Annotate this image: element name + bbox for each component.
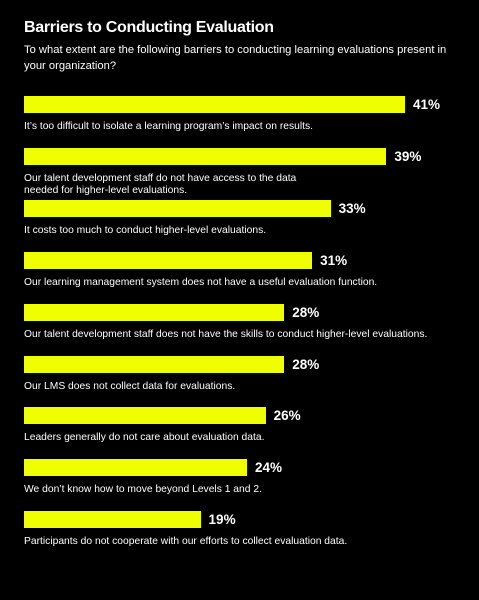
bar-row: 28% Our talent development staff does not… <box>0 303 479 350</box>
bar <box>24 511 201 529</box>
category-label: Leaders generally do not care about eval… <box>24 432 265 444</box>
bar-row: 39% Our talent development staff do not h… <box>0 147 479 196</box>
bar-value-label: 41% <box>413 97 441 112</box>
bar-value-label: 24% <box>255 460 283 476</box>
category-label: Participants do not cooperate with our e… <box>24 536 348 548</box>
bar <box>24 459 248 477</box>
bar-row: 26% Leaders generally do not care about e… <box>0 407 479 453</box>
category-label: It’s too difficult to isolate a learning… <box>24 121 314 132</box>
bar-row: 41% It’s too difficult to isolate a learn… <box>0 96 479 142</box>
category-label: Our talent development staff does not ha… <box>24 328 428 340</box>
bar-row: 28% Our LMS does not collect data for eva… <box>0 355 479 402</box>
bar-row: 24% We don’t know how to move beyond Leve… <box>0 459 479 505</box>
bar <box>24 199 331 217</box>
bar <box>24 303 285 321</box>
category-label: Our learning management system does not … <box>24 276 378 288</box>
category-label: Our LMS does not collect data for evalua… <box>24 380 236 392</box>
category-label: Our talent development staff do not have… <box>24 172 297 197</box>
bar-value-label: 28% <box>292 356 320 372</box>
bar-value-label: 33% <box>338 200 366 216</box>
bar-value-label: 26% <box>273 408 301 424</box>
bar-row: 31% Our learning management system does n… <box>0 251 479 298</box>
bar <box>24 147 387 165</box>
category-label: It costs too much to conduct higher-leve… <box>24 224 267 236</box>
bar <box>24 407 266 425</box>
bar-value-label: 39% <box>394 148 422 164</box>
bar <box>24 355 285 373</box>
category-label: We don’t know how to move beyond Levels … <box>24 484 262 496</box>
bar-row: 19% Participants do not cooperate with ou… <box>0 511 479 557</box>
chart-title: Barriers to Conducting Evaluation <box>24 19 274 36</box>
bar <box>24 96 405 113</box>
chart-subtitle: To what extent are the following barrier… <box>24 44 447 72</box>
bar-value-label: 19% <box>208 512 236 528</box>
bar-row: 33% It costs too much to conduct higher-l… <box>0 199 479 246</box>
bar <box>24 251 313 269</box>
bar-value-label: 28% <box>292 304 320 320</box>
bar-value-label: 31% <box>320 252 348 268</box>
